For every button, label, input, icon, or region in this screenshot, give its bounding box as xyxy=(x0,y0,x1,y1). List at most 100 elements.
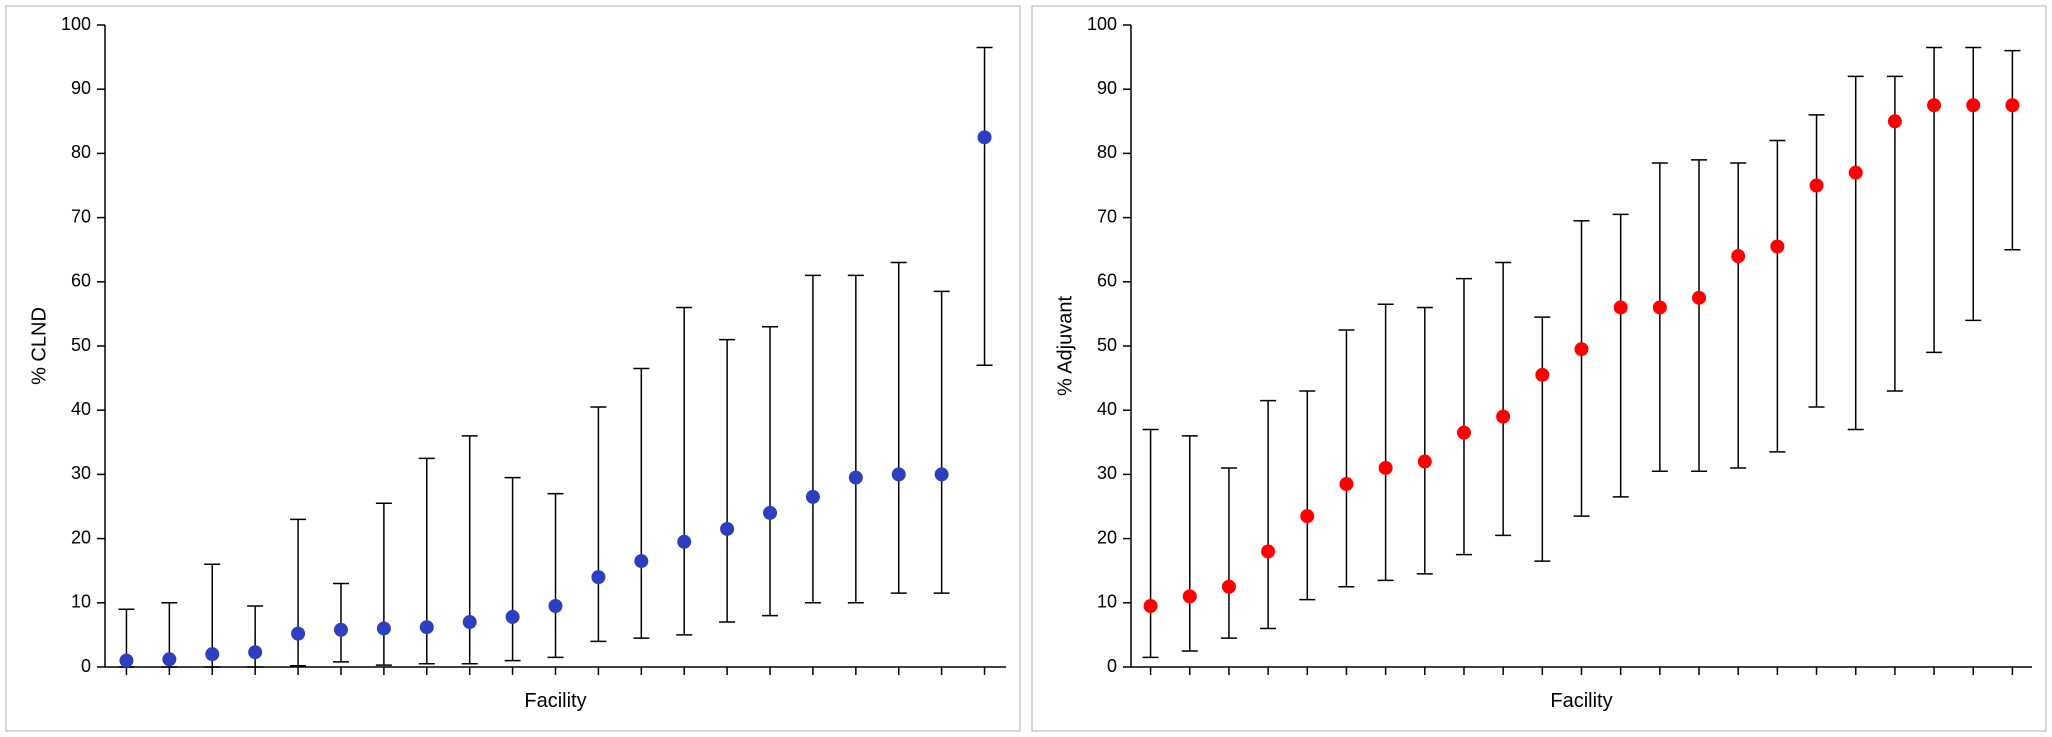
marker xyxy=(506,610,520,624)
data-point xyxy=(805,275,821,602)
marker xyxy=(549,599,563,613)
marker xyxy=(1183,589,1197,603)
y-tick-label: 40 xyxy=(1097,399,1117,419)
y-tick-label: 80 xyxy=(1097,142,1117,162)
data-point xyxy=(1299,391,1315,600)
data-point xyxy=(1456,279,1472,555)
marker xyxy=(420,620,434,634)
marker xyxy=(1339,477,1353,491)
y-tick-label: 10 xyxy=(1097,592,1117,612)
data-point xyxy=(934,291,950,593)
x-axis-label: Facility xyxy=(524,690,586,712)
marker xyxy=(1535,368,1549,382)
data-point xyxy=(762,327,778,616)
data-point xyxy=(1926,47,1942,352)
clnd-panel: 0102030405060708090100% CLNDFacility xyxy=(0,0,1026,737)
marker xyxy=(763,506,777,520)
data-point xyxy=(848,275,864,602)
data-point xyxy=(1574,221,1590,516)
data-point xyxy=(333,584,349,662)
marker xyxy=(1614,300,1628,314)
y-axis-label: % CLND xyxy=(28,307,50,385)
data-point xyxy=(1143,429,1159,657)
marker xyxy=(119,654,133,668)
y-tick-label: 40 xyxy=(71,399,91,419)
marker xyxy=(1300,509,1314,523)
y-tick-label: 70 xyxy=(1097,206,1117,226)
marker xyxy=(1927,98,1941,112)
marker xyxy=(1261,544,1275,558)
data-point xyxy=(419,458,435,663)
data-point xyxy=(977,47,993,365)
y-tick-label: 50 xyxy=(1097,335,1117,355)
data-point xyxy=(719,340,735,622)
marker xyxy=(205,647,219,661)
marker xyxy=(1379,461,1393,475)
marker xyxy=(720,522,734,536)
marker xyxy=(1770,239,1784,253)
marker xyxy=(1849,166,1863,180)
y-tick-label: 70 xyxy=(71,206,91,226)
marker xyxy=(935,467,949,481)
data-point xyxy=(1417,307,1433,573)
marker xyxy=(1810,179,1824,193)
data-point xyxy=(161,603,177,667)
data-point xyxy=(1182,436,1198,651)
data-point xyxy=(247,606,263,667)
y-tick-label: 90 xyxy=(71,78,91,98)
marker xyxy=(849,471,863,485)
marker xyxy=(463,615,477,629)
y-tick-label: 0 xyxy=(81,656,91,676)
data-point xyxy=(1613,214,1629,496)
data-point xyxy=(1378,304,1394,580)
data-point xyxy=(1848,76,1864,429)
marker xyxy=(1457,426,1471,440)
data-point xyxy=(2004,51,2020,250)
data-point xyxy=(1965,47,1981,320)
data-point xyxy=(1769,141,1785,452)
y-tick-label: 100 xyxy=(61,14,91,34)
marker xyxy=(1222,580,1236,594)
data-point xyxy=(505,478,521,661)
data-point xyxy=(548,494,564,658)
data-point xyxy=(462,436,478,664)
marker xyxy=(677,535,691,549)
marker xyxy=(978,130,992,144)
data-point xyxy=(590,407,606,641)
y-tick-label: 80 xyxy=(71,142,91,162)
data-point xyxy=(1887,76,1903,391)
data-point xyxy=(1221,468,1237,638)
marker xyxy=(291,627,305,641)
marker xyxy=(1692,291,1706,305)
x-axis-label: Facility xyxy=(1550,690,1612,712)
marker xyxy=(2005,98,2019,112)
marker xyxy=(1731,249,1745,263)
marker xyxy=(1575,342,1589,356)
marker xyxy=(162,652,176,666)
y-tick-label: 60 xyxy=(1097,271,1117,291)
y-tick-label: 20 xyxy=(71,527,91,547)
y-tick-label: 0 xyxy=(1107,656,1117,676)
data-point xyxy=(204,564,220,667)
marker xyxy=(591,570,605,584)
y-tick-label: 50 xyxy=(71,335,91,355)
data-point xyxy=(290,519,306,665)
marker xyxy=(377,621,391,635)
y-tick-label: 60 xyxy=(71,271,91,291)
data-point xyxy=(1495,263,1511,536)
y-tick-label: 100 xyxy=(1087,14,1117,34)
data-point xyxy=(1809,115,1825,407)
figure-container: 0 10 20 30 40 50 60 70 80 90 100 % CLND Facility 0 10… xyxy=(0,0,2052,737)
data-point xyxy=(1652,163,1668,471)
data-point xyxy=(376,503,392,665)
marker xyxy=(1653,300,1667,314)
data-point xyxy=(1534,317,1550,561)
marker xyxy=(634,554,648,568)
y-tick-label: 30 xyxy=(71,463,91,483)
data-point xyxy=(676,307,692,634)
data-point xyxy=(1338,330,1354,587)
adjuvant-panel: 0102030405060708090100% AdjuvantFacility xyxy=(1026,0,2052,737)
data-point xyxy=(891,263,907,594)
marker xyxy=(806,490,820,504)
data-point xyxy=(633,368,649,638)
